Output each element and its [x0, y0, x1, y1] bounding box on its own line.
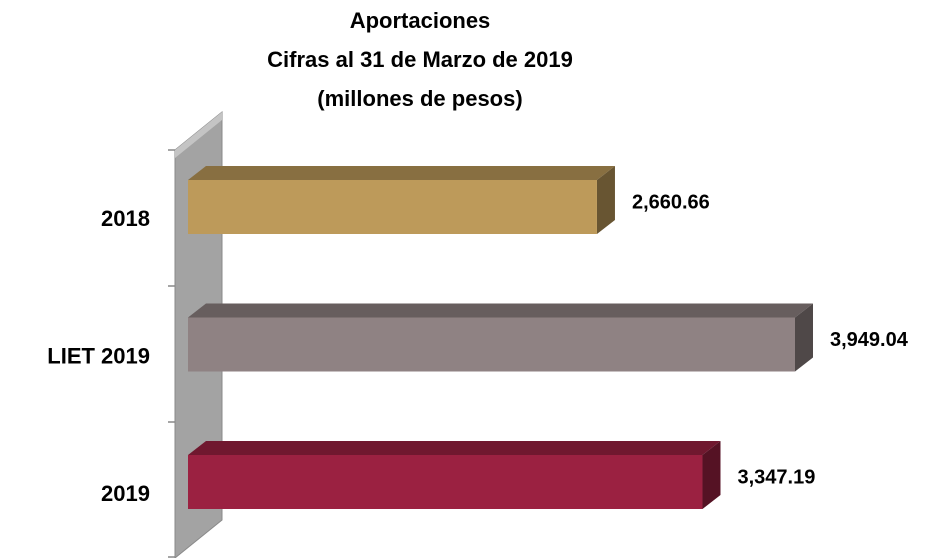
title-line: (millones de pesos) [317, 86, 522, 111]
title: Aportaciones Cifras al 31 de Marzo de 20… [267, 8, 573, 111]
value-label: 3,347.19 [737, 466, 815, 488]
bar-top [188, 303, 813, 318]
bar [188, 166, 615, 234]
value-label: 3,949.04 [830, 329, 909, 351]
wall-ticks [168, 149, 175, 558]
bar-side [795, 303, 813, 372]
category-label: 2018 [101, 206, 150, 231]
bar-side [702, 441, 721, 509]
wall-edge [175, 112, 222, 158]
title-line: Aportaciones [350, 8, 491, 33]
bar-front [188, 455, 703, 509]
category-label: 2019 [101, 481, 150, 506]
bar-front [188, 180, 597, 234]
bar-front [188, 317, 795, 372]
bar-side [596, 166, 615, 234]
bar-top [188, 441, 721, 455]
value-label: 2,660.66 [632, 191, 710, 213]
title-line: Cifras al 31 de Marzo de 2019 [267, 47, 573, 72]
bar [188, 441, 721, 509]
category-label: LIET 2019 [47, 343, 150, 368]
bar [188, 303, 813, 372]
bar-top [188, 166, 615, 180]
